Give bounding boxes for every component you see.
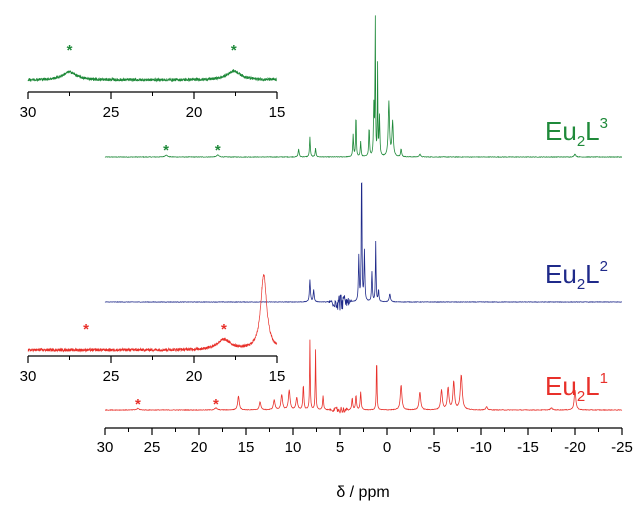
- series-label-eu2l1: Eu2L1: [545, 370, 608, 405]
- x-tick-label: 30: [97, 439, 114, 456]
- spectrum-line-eu2l3: [104, 15, 623, 158]
- inset-tick-label: 30: [20, 104, 37, 121]
- x-tick-label: -15: [517, 439, 539, 456]
- inset-tick-label: 25: [103, 104, 120, 121]
- x-tick-label: -20: [564, 439, 586, 456]
- x-tick-label: 5: [336, 439, 344, 456]
- annotation-star: *: [135, 396, 141, 413]
- series-label-part: L: [585, 116, 599, 146]
- inset-annotation-star: *: [67, 42, 73, 59]
- inset-tick-label: 15: [269, 104, 286, 121]
- x-axis-title: δ / ppm: [336, 484, 389, 501]
- series-label-subscript: 2: [577, 133, 585, 150]
- inset-annotation-star: *: [221, 321, 227, 338]
- x-tick-label: 15: [238, 439, 255, 456]
- series-label-part: L: [585, 371, 599, 401]
- annotation-star: *: [215, 142, 221, 159]
- annotation-star: *: [163, 142, 169, 159]
- inset-spectrum-line: [27, 69, 277, 83]
- series-label-part: Eu: [545, 259, 577, 289]
- annotation-star: *: [213, 396, 219, 413]
- series-label-part: Eu: [545, 371, 577, 401]
- series-label-part: Eu: [545, 116, 577, 146]
- spectrum-traces: * * * *: [104, 15, 623, 414]
- series-label-subscript: 2: [577, 276, 585, 293]
- series-label-eu2l2: Eu2L2: [545, 258, 608, 293]
- series-label-superscript: 1: [600, 370, 608, 387]
- series-label-superscript: 3: [600, 115, 608, 132]
- inset-panels: 30 25 20 15 * * 30 25 20 15 * *: [20, 42, 286, 385]
- inset-tick-label: 15: [269, 368, 286, 385]
- x-tick-label: -25: [611, 439, 633, 456]
- inset-tick-label: 20: [186, 368, 203, 385]
- x-tick-label: 0: [383, 439, 391, 456]
- inset-spectrum-line: [27, 274, 278, 353]
- x-tick-label: 25: [144, 439, 161, 456]
- x-tick-label: 10: [285, 439, 302, 456]
- series-label-superscript: 2: [600, 258, 608, 275]
- series-label-subscript: 2: [577, 388, 585, 405]
- x-tick-label: -5: [427, 439, 440, 456]
- spectrum-line-eu2l1: [104, 339, 623, 414]
- spectrum-line-eu2l2: [104, 182, 623, 311]
- inset-eu2l1: 30 25 20 15 * *: [20, 274, 286, 385]
- series-label-eu2l3: Eu2L3: [545, 115, 608, 150]
- inset-eu2l3: 30 25 20 15 * *: [20, 42, 286, 121]
- x-tick-label: 20: [191, 439, 208, 456]
- inset-annotation-star: *: [83, 321, 89, 338]
- inset-tick-label: 20: [186, 104, 203, 121]
- inset-tick-label: 25: [103, 368, 120, 385]
- main-x-axis: 30 25 20 15 10 5 0 -5 -10 -15 -20 -25: [97, 427, 633, 456]
- series-label-part: L: [585, 259, 599, 289]
- x-tick-label: -10: [470, 439, 492, 456]
- inset-tick-label: 30: [20, 368, 37, 385]
- inset-annotation-star: *: [231, 42, 237, 59]
